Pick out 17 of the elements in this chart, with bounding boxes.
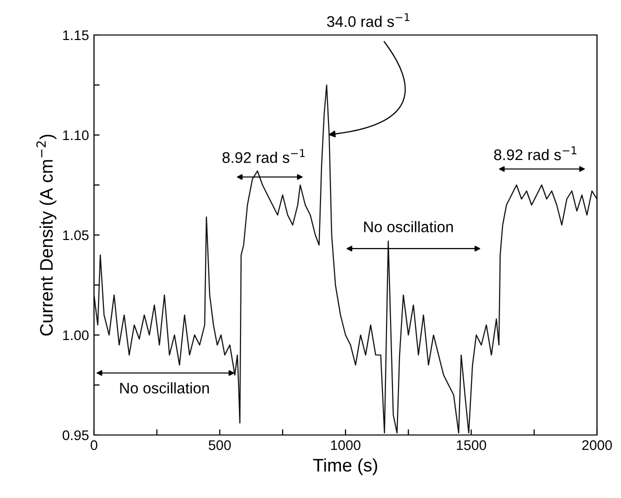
annotation: 8.92 rad s$^{−1}$ <box>494 146 576 160</box>
annotation: No oscillation <box>120 382 209 394</box>
x-tick-label: 500 <box>208 440 231 450</box>
x-tick-label: 2000 <box>582 440 612 450</box>
y-axis-title: Current Density (A cm$^{−2}$) <box>36 134 56 336</box>
y-tick-label: 1.15 <box>63 30 89 40</box>
y-tick-label: 1.05 <box>63 230 89 240</box>
annotation: 8.92 rad s$^{−1}$ <box>222 149 305 163</box>
annotation: 34.0 rad s$^{−1}$ <box>327 13 410 27</box>
x-axis-title: Time (s) <box>313 458 378 476</box>
annotation: No oscillation <box>364 221 453 232</box>
y-tick-label: 0.95 <box>62 430 89 440</box>
x-tick-label: 1500 <box>456 440 486 450</box>
x-tick-label: 1000 <box>331 440 360 450</box>
x-tick-label: 0 <box>90 440 98 450</box>
y-tick-label: 1.10 <box>63 130 89 140</box>
y-tick-label: 1.00 <box>63 330 89 340</box>
